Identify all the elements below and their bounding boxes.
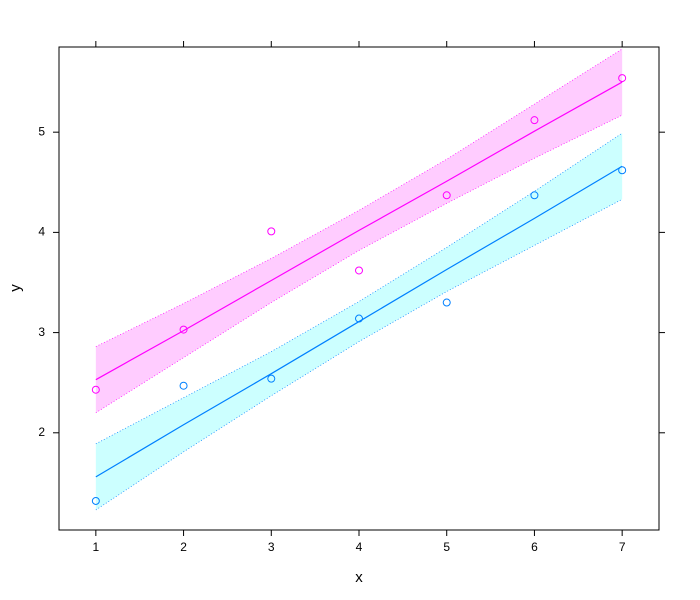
point	[91, 496, 100, 505]
fit-line	[95, 81, 623, 381]
y-axis-title: y	[7, 284, 24, 292]
point	[91, 385, 100, 394]
band-edge	[95, 48, 623, 347]
band-edge	[95, 114, 623, 414]
y-tick-label: 4	[38, 225, 45, 239]
point	[179, 381, 188, 390]
x-axis-title: x	[355, 569, 363, 586]
x-tick-label: 5	[443, 540, 450, 554]
x-tick-label: 2	[180, 540, 187, 554]
point	[179, 325, 188, 334]
point	[530, 191, 539, 200]
point	[355, 266, 363, 275]
y-tick-label: 3	[38, 325, 45, 339]
band-edge	[95, 132, 623, 445]
point	[355, 314, 363, 323]
point	[442, 298, 451, 307]
x-tick-label: 7	[619, 540, 626, 554]
x-tick-label: 1	[92, 540, 99, 554]
x-tick-label: 4	[356, 540, 363, 554]
point	[267, 374, 276, 383]
plot-area	[91, 48, 627, 511]
x-tick-label: 3	[268, 540, 275, 554]
y-tick-label: 5	[38, 124, 45, 138]
point	[530, 116, 539, 125]
y-tick-label: 2	[38, 425, 45, 439]
point	[442, 191, 451, 200]
point	[618, 74, 627, 83]
x-tick-label: 6	[531, 540, 538, 554]
band-edge	[95, 199, 623, 511]
point	[618, 166, 627, 175]
point	[267, 227, 276, 236]
